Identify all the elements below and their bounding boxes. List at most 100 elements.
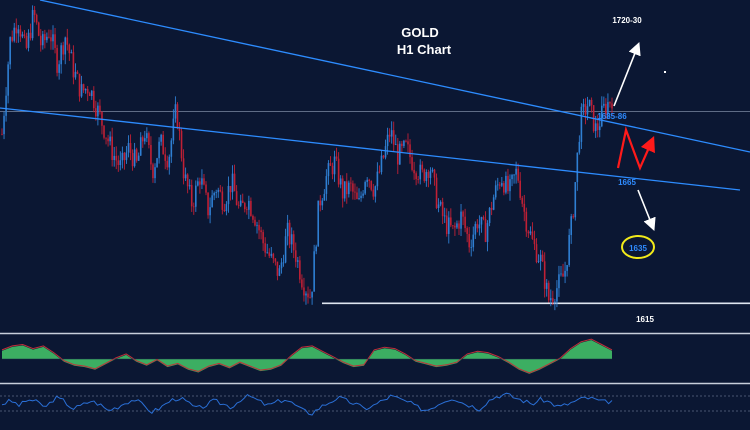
candle-body [52, 34, 54, 42]
candle-body [331, 165, 334, 175]
oscillator2-line [1, 392, 613, 416]
candle-body [435, 177, 438, 209]
candle [148, 131, 150, 149]
candle [101, 111, 103, 135]
candle-body [182, 158, 185, 179]
candle [76, 70, 79, 75]
candle [307, 286, 309, 304]
label-resistance: 1685-86 [597, 112, 627, 121]
candle [345, 173, 348, 204]
candle-body [429, 171, 432, 178]
candle [158, 137, 160, 164]
candle-body [207, 192, 209, 216]
candle-body [554, 301, 556, 303]
upper-trendline [39, 0, 750, 153]
candle-body [29, 32, 32, 39]
candle-body [382, 155, 385, 158]
candle [292, 230, 295, 259]
candle-body [321, 200, 324, 206]
candle-body [44, 34, 46, 41]
candle [35, 13, 38, 25]
candle [580, 103, 583, 149]
candle [425, 169, 428, 187]
candle-body [315, 246, 317, 252]
candle [494, 180, 497, 200]
candle [533, 230, 536, 251]
candle-body [507, 175, 509, 192]
candle [488, 207, 491, 227]
candle [52, 25, 54, 50]
candle [441, 197, 444, 225]
candle [248, 195, 250, 220]
candle [413, 161, 415, 180]
candle-body [409, 144, 411, 158]
candle [262, 229, 264, 251]
candle [321, 198, 324, 211]
candle-body [139, 137, 142, 156]
candle [156, 157, 158, 168]
candle-body [80, 84, 83, 97]
candle [107, 134, 109, 147]
candle-body [611, 103, 613, 109]
candle [74, 63, 77, 80]
candle-body [525, 211, 528, 232]
candle [509, 174, 511, 201]
candle [117, 155, 120, 172]
candle-body [241, 200, 244, 204]
candle-body [366, 179, 368, 183]
candle [239, 194, 242, 208]
candle-body [148, 133, 150, 145]
candle-body [562, 273, 564, 277]
candle-body [374, 186, 377, 197]
candle-body [254, 219, 256, 226]
candle-body [274, 258, 277, 262]
candle [421, 161, 424, 173]
candle [15, 18, 18, 43]
candle [241, 193, 244, 204]
candle-body [505, 175, 507, 193]
candle [50, 29, 52, 50]
candle [407, 133, 409, 153]
candle [299, 255, 301, 284]
candle-body [415, 173, 417, 180]
candle-body [462, 211, 464, 217]
candle [388, 128, 391, 143]
candle [233, 164, 236, 192]
candle-body [266, 252, 269, 254]
candle-body [439, 201, 442, 205]
candle-body [586, 106, 589, 115]
candle [209, 197, 211, 224]
candle-body [496, 184, 499, 186]
candle [119, 151, 122, 171]
candle [254, 216, 256, 227]
candle-body [125, 152, 128, 161]
candle-body [82, 84, 85, 91]
candle [382, 154, 385, 159]
candle-body [278, 268, 281, 276]
candle [364, 180, 366, 196]
candle [207, 192, 209, 219]
candle [525, 207, 528, 237]
candle [195, 180, 197, 212]
arrow-up [613, 42, 641, 107]
candle-body [519, 180, 521, 198]
candle-body [452, 225, 454, 227]
candle-body [109, 136, 111, 142]
candle [399, 141, 401, 166]
candle-body [343, 181, 346, 199]
candle-body [129, 142, 132, 153]
candle [468, 227, 470, 253]
candle [423, 168, 426, 183]
candle [288, 219, 291, 249]
candle-body [103, 125, 105, 138]
candle-body [511, 174, 513, 180]
candle-body [68, 44, 71, 54]
candle [609, 101, 611, 108]
candle-body [162, 134, 164, 155]
candle [31, 5, 34, 41]
candle-body [176, 104, 179, 128]
candle-body [488, 207, 491, 224]
candle-body [582, 104, 585, 107]
candle-body [174, 104, 177, 119]
